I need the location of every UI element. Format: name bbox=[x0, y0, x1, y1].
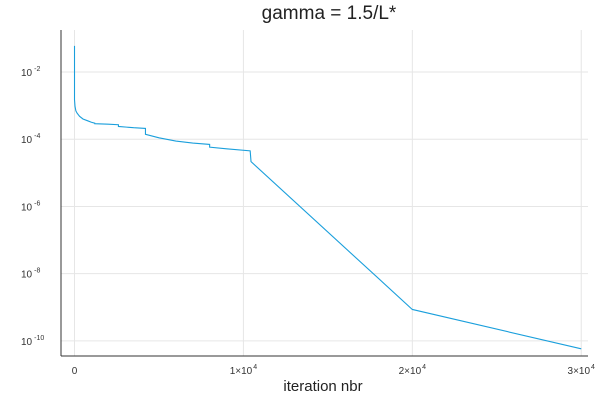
y-tick-label-0: 10 -2 bbox=[21, 66, 40, 79]
x-axis-label: iteration nbr bbox=[283, 378, 362, 395]
x-tick-mantissa-0: 0 bbox=[72, 366, 78, 377]
x-tick-label-0: 0 bbox=[72, 366, 78, 377]
y-tick-exponent-3: -8 bbox=[34, 268, 40, 275]
y-tick-label-4: 10 -10 bbox=[21, 335, 44, 348]
x-tick-mantissa-1: 1×10 bbox=[230, 366, 253, 377]
x-tick-exponent-1: 4 bbox=[253, 364, 257, 371]
series-layer bbox=[73, 45, 582, 350]
y-tick-mantissa-4: 10 bbox=[21, 337, 33, 348]
x-tick-exponent-2: 4 bbox=[422, 364, 426, 371]
y-tick-mantissa-2: 10 bbox=[21, 202, 33, 213]
chart-title: gamma = 1.5/L* bbox=[262, 3, 397, 24]
x-tick-exponent-3: 4 bbox=[591, 364, 595, 371]
x-tick-label-3: 3×104 bbox=[568, 364, 596, 377]
x-tick-labels: 0 1×104 2×104 3×104 bbox=[72, 364, 595, 377]
x-tick-label-2: 2×104 bbox=[399, 364, 427, 377]
y-tick-mantissa-3: 10 bbox=[21, 270, 33, 281]
x-tick-mantissa-2: 2×10 bbox=[399, 366, 422, 377]
y-tick-exponent-0: -2 bbox=[34, 66, 40, 73]
y-tick-label-1: 10 -4 bbox=[21, 133, 40, 146]
x-tick-mantissa-3: 3×10 bbox=[568, 366, 591, 377]
x-tick-label-1: 1×104 bbox=[230, 364, 258, 377]
y-tick-exponent-1: -4 bbox=[34, 133, 40, 140]
y-tick-mantissa-0: 10 bbox=[21, 68, 33, 79]
y-tick-label-3: 10 -8 bbox=[21, 268, 40, 281]
series-line-0 bbox=[73, 45, 582, 350]
y-tick-exponent-4: -10 bbox=[34, 335, 44, 342]
grid-lines bbox=[61, 30, 588, 356]
y-tick-exponent-2: -6 bbox=[34, 200, 40, 207]
y-tick-labels: 10-210-410-610-810-10 bbox=[21, 66, 44, 348]
y-tick-label-2: 10 -6 bbox=[21, 200, 40, 213]
y-tick-mantissa-1: 10 bbox=[21, 135, 33, 146]
